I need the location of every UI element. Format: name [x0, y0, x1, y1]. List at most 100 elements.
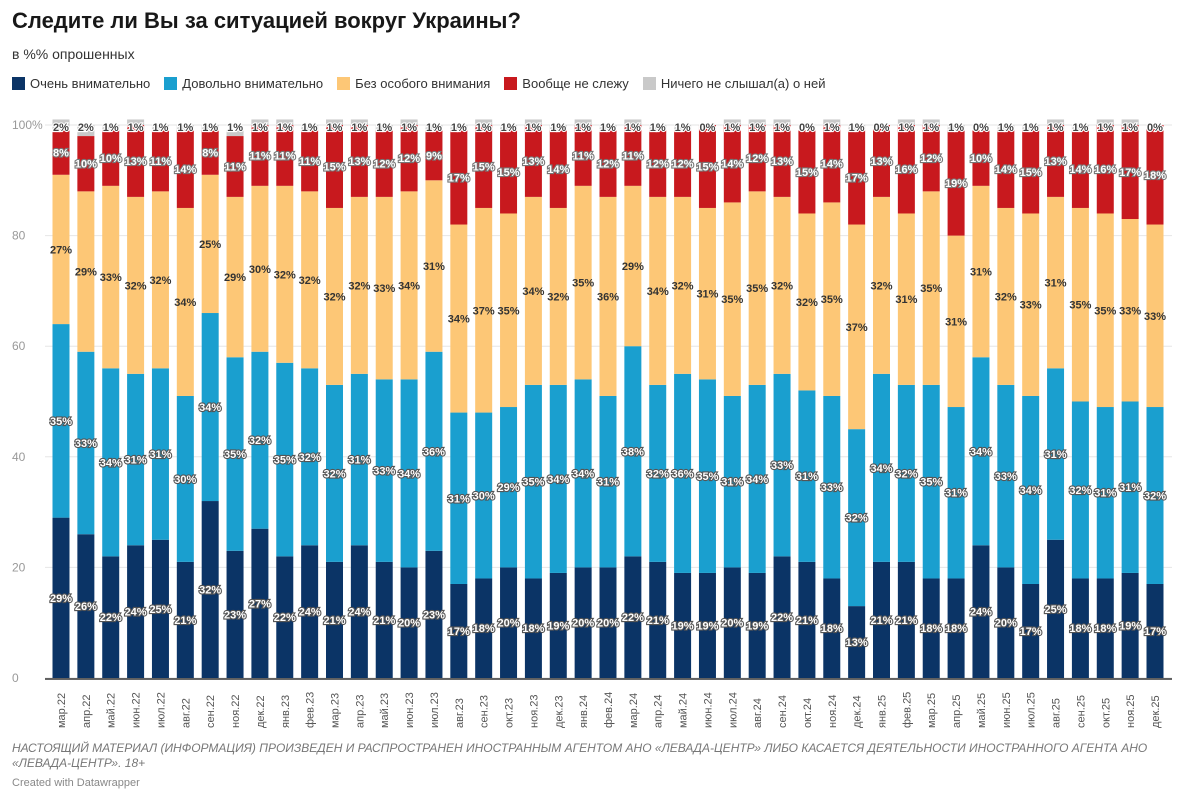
bar-segment	[52, 517, 70, 678]
bar-segment	[226, 136, 244, 197]
bar-segment	[400, 191, 418, 380]
data-label: 20%	[498, 618, 520, 630]
data-label: 20%	[597, 618, 619, 630]
data-label: 24%	[970, 607, 992, 619]
data-label: 15%	[498, 167, 520, 179]
x-tick-label: июн.23	[404, 692, 416, 728]
data-label: 18%	[1094, 623, 1116, 635]
data-label: 25%	[1045, 604, 1067, 616]
bar-segment	[102, 556, 120, 678]
data-label: 20%	[721, 618, 743, 630]
bar-segment	[599, 130, 617, 197]
x-tick-label: ноя.25	[1125, 695, 1137, 728]
bar-segment	[276, 556, 294, 678]
bar-segment	[475, 207, 493, 413]
bar-segment	[897, 213, 915, 385]
bar-segment	[823, 578, 841, 678]
x-tick-label: янв.25	[877, 695, 889, 728]
data-label: 34%	[398, 280, 420, 292]
data-label: 20%	[572, 618, 594, 630]
bar-segment	[549, 384, 567, 573]
x-tick-label: июн.24	[702, 692, 714, 728]
bar-segment	[276, 185, 294, 363]
disclaimer-footer: НАСТОЯЩИЙ МАТЕРИАЛ (ИНФОРМАЦИЯ) ПРОИЗВЕД…	[12, 741, 1148, 770]
legend-item: Вообще не слежу	[504, 76, 629, 91]
data-label: 1%	[252, 122, 268, 134]
data-label: 25%	[149, 604, 171, 616]
bar-segment	[624, 185, 642, 347]
x-tick-label: фев.24	[603, 692, 615, 728]
bar-segment	[151, 125, 169, 131]
bar-segment	[997, 130, 1015, 208]
data-label: 21%	[373, 615, 395, 627]
bar-segment	[251, 351, 269, 529]
data-label: 35%	[1094, 305, 1116, 317]
data-label: 35%	[50, 416, 72, 428]
data-label: 8%	[53, 148, 69, 160]
data-label: 37%	[846, 322, 868, 334]
data-label: 19%	[547, 620, 569, 632]
data-label: 15%	[323, 161, 345, 173]
data-label: 15%	[796, 167, 818, 179]
data-label: 18%	[920, 623, 942, 635]
data-label: 21%	[895, 615, 917, 627]
bar-segment	[1071, 130, 1089, 208]
data-label: 31%	[945, 316, 967, 328]
bar-segment	[251, 119, 269, 125]
data-label: 32%	[672, 280, 694, 292]
bar-segment	[649, 130, 667, 197]
data-label: 1%	[277, 122, 293, 134]
bar-segment	[1096, 119, 1114, 125]
bar-segment	[549, 572, 567, 678]
x-tick-label: окт.25	[1100, 698, 1112, 728]
data-label: 1%	[128, 122, 144, 134]
data-label: 32%	[796, 297, 818, 309]
bar-segment	[475, 119, 493, 125]
x-tick-label: авг.22	[180, 698, 192, 728]
data-label: 0%	[874, 122, 890, 134]
x-tick-label: июл.25	[1026, 692, 1038, 728]
bar-segment	[798, 561, 816, 678]
data-label: 20%	[995, 618, 1017, 630]
data-label: 1%	[625, 122, 641, 134]
data-label: 31%	[696, 289, 718, 301]
bar-segment	[375, 196, 393, 380]
bar-segment	[848, 429, 866, 607]
bar-segment	[151, 539, 169, 678]
data-label: 29%	[50, 593, 72, 605]
bar-segment	[524, 196, 542, 385]
data-label: 11%	[274, 150, 296, 162]
data-label: 31%	[149, 449, 171, 461]
bar-segment	[326, 125, 343, 208]
bar-segment	[52, 324, 70, 518]
bar-segment	[674, 196, 692, 374]
data-label: 22%	[622, 612, 644, 624]
bar-segment	[748, 125, 766, 192]
data-label: 12%	[672, 159, 694, 171]
bar-segment	[947, 578, 965, 678]
bar-segment	[997, 125, 1015, 131]
bar-segment	[226, 550, 244, 678]
chart-subtitle: в %% опрошенных	[12, 46, 135, 62]
bar-segment	[1096, 125, 1114, 214]
data-label: 1%	[650, 122, 666, 134]
data-label: 9%	[426, 150, 442, 162]
chart-title: Следите ли Вы за ситуацией вокруг Украин…	[12, 8, 521, 33]
legend-label: Вообще не слежу	[522, 76, 629, 91]
data-label: 1%	[675, 122, 691, 134]
credit: Created with Datawrapper	[12, 777, 140, 789]
bar-segment	[475, 578, 493, 678]
data-label: 33%	[100, 272, 122, 284]
data-label: 32%	[323, 291, 345, 303]
data-label: 13%	[1045, 156, 1067, 168]
legend-label: Ничего не слышал(а) о ней	[660, 76, 826, 91]
bar-segment	[649, 561, 667, 678]
bar-segment	[425, 125, 443, 131]
data-label: 19%	[1119, 620, 1141, 632]
bar-segment	[823, 395, 841, 579]
bar-segment	[350, 196, 368, 374]
data-label: 1%	[401, 122, 417, 134]
data-label: 16%	[895, 164, 917, 176]
y-tick-label: 40	[12, 450, 26, 464]
bar-segment	[524, 384, 542, 579]
